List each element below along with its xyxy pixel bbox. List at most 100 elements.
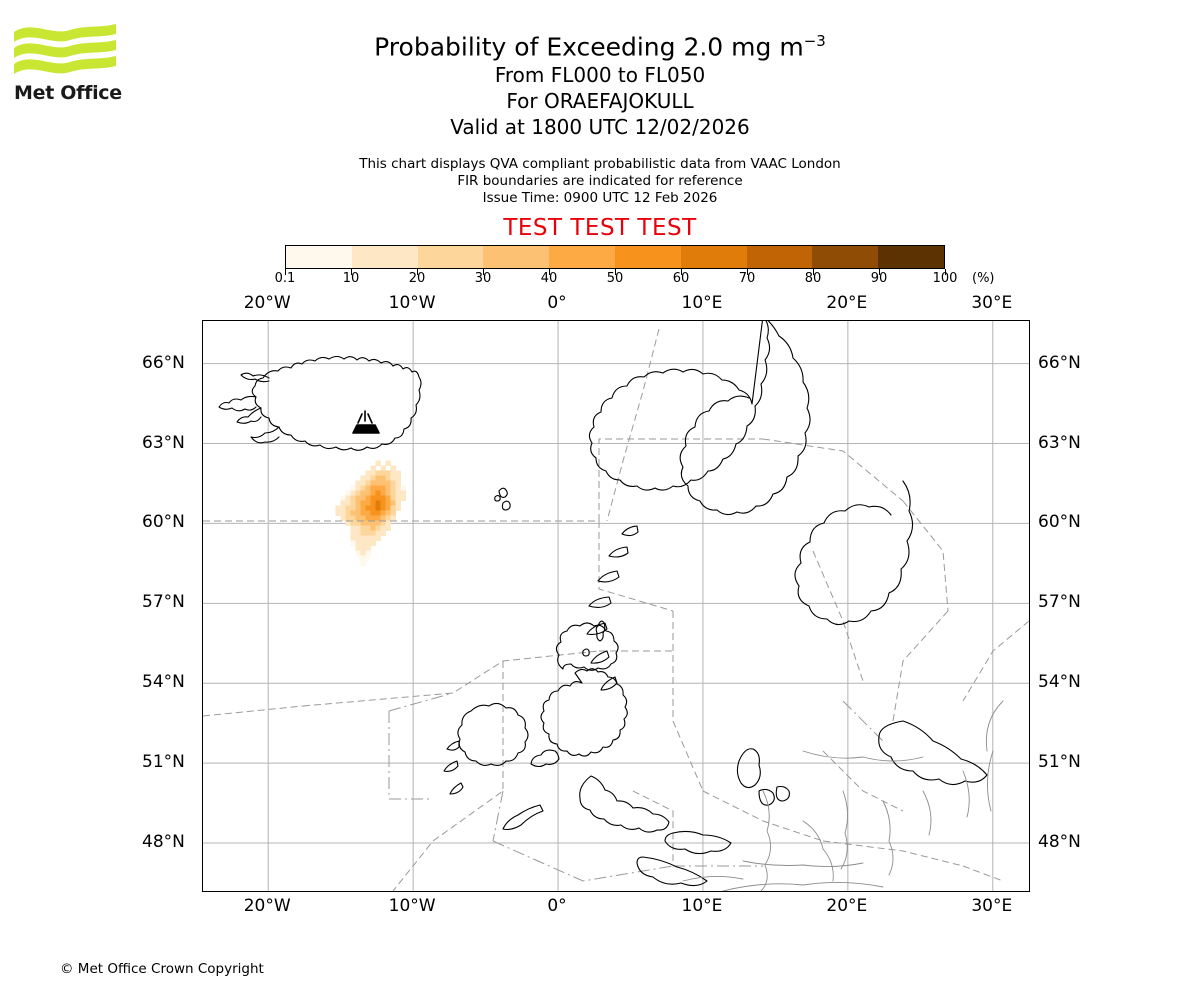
colorbar-tick-label-4: 40 bbox=[540, 271, 558, 286]
plume-cell bbox=[380, 495, 387, 502]
plume-cell bbox=[345, 500, 352, 507]
plume-cell bbox=[380, 520, 387, 527]
plume-cell bbox=[370, 530, 377, 537]
plume-cell bbox=[358, 555, 365, 562]
plume-cell bbox=[380, 470, 387, 477]
volcano-name-line: For ORAEFAJOKULL bbox=[506, 89, 694, 114]
plume-cell bbox=[355, 490, 362, 497]
plume-cell bbox=[390, 475, 397, 482]
valid-time-line: Valid at 1800 UTC 12/02/2026 bbox=[450, 115, 750, 140]
plume-cell bbox=[360, 520, 367, 527]
lon-label-bottom-4: 20°E bbox=[826, 896, 868, 916]
colorbar-band-8 bbox=[812, 246, 879, 268]
colorbar-unit-label: (%) bbox=[972, 271, 995, 286]
plume-cell bbox=[335, 510, 342, 517]
plume-cell bbox=[375, 490, 382, 497]
plume-cell bbox=[395, 475, 402, 482]
plume-cell bbox=[370, 475, 377, 482]
plume-cell bbox=[395, 500, 402, 507]
colorbar-tick-label-5: 50 bbox=[606, 271, 624, 286]
plume-cell bbox=[365, 470, 372, 477]
main-title: Probability of Exceeding 2.0 mg m−3 bbox=[0, 26, 1200, 62]
plume-cell bbox=[375, 470, 382, 477]
plume-cell bbox=[345, 510, 352, 517]
lat-label-right-5: 51°N bbox=[1038, 752, 1081, 773]
plume-cell bbox=[350, 510, 357, 517]
plume-cell bbox=[360, 490, 367, 497]
plume-cell bbox=[365, 525, 372, 532]
plume-cell bbox=[365, 505, 372, 512]
colorbar-tick-label-8: 80 bbox=[804, 271, 822, 286]
plume-cell bbox=[400, 490, 407, 497]
lon-label-bottom-1: 10°W bbox=[388, 896, 436, 916]
plume-cell bbox=[360, 535, 367, 542]
plume-cell bbox=[365, 540, 372, 547]
plume-cell bbox=[370, 535, 377, 542]
plume-cell bbox=[375, 510, 382, 517]
plume-cell bbox=[375, 505, 382, 512]
plume-cell bbox=[365, 475, 372, 482]
plume-cell bbox=[370, 490, 377, 497]
plume-cell bbox=[385, 515, 392, 522]
colorbar-band-3 bbox=[483, 246, 550, 268]
colorbar-tick-label-2: 20 bbox=[408, 271, 426, 286]
plume-cell bbox=[380, 490, 387, 497]
plume-cell bbox=[385, 475, 392, 482]
plume-cell bbox=[365, 480, 372, 487]
colorbar-tick-labels: 0.1 10 20 30 40 50 60 70 80 90 100 bbox=[0, 271, 1200, 289]
plume-cell bbox=[395, 490, 402, 497]
colorbar-tick-5 bbox=[615, 269, 616, 275]
graticule-gridlines bbox=[203, 321, 1029, 891]
plume-cell bbox=[385, 505, 392, 512]
chart-title-block: Probability of Exceeding 2.0 mg m−3 From… bbox=[0, 26, 1200, 140]
plume-cell bbox=[380, 500, 387, 507]
lon-label-top-5: 30°E bbox=[971, 293, 1013, 313]
colorbar-tick-10 bbox=[945, 269, 946, 275]
plume-cell bbox=[365, 550, 372, 557]
map-panel[interactable] bbox=[202, 320, 1030, 892]
plume-cell bbox=[350, 490, 357, 497]
plume-cell bbox=[350, 535, 357, 542]
colorbar-tick-4 bbox=[549, 269, 550, 275]
plume-cell bbox=[355, 540, 362, 547]
plume-cell bbox=[355, 510, 362, 517]
plume-cell bbox=[390, 470, 397, 477]
plume-cell bbox=[390, 480, 397, 487]
colorbar-tick-0 bbox=[285, 269, 286, 275]
plume-cell bbox=[370, 510, 377, 517]
lon-label-bottom-2: 0° bbox=[547, 896, 567, 916]
plume-cell bbox=[375, 520, 382, 527]
colorbar-band-6 bbox=[680, 246, 747, 268]
plume-cell bbox=[360, 560, 367, 567]
plume-cell bbox=[350, 520, 357, 527]
test-banner: TEST TEST TEST bbox=[503, 215, 697, 241]
plume-cell bbox=[390, 505, 397, 512]
plume-cell bbox=[360, 540, 367, 547]
plume-cell bbox=[355, 530, 362, 537]
plume-cell bbox=[370, 485, 377, 492]
plume-cell bbox=[385, 490, 392, 497]
colorbar-tick-label-9: 90 bbox=[870, 271, 888, 286]
plume-cell bbox=[375, 530, 382, 537]
plume-cell bbox=[375, 515, 382, 522]
met-office-logo: Met Office bbox=[12, 22, 122, 112]
colorbar-tick-label-6: 60 bbox=[672, 271, 690, 286]
plume-cell bbox=[385, 480, 392, 487]
colorbar-tick-8 bbox=[813, 269, 814, 275]
lon-label-top-1: 10°W bbox=[388, 293, 436, 313]
plume-cell bbox=[350, 495, 357, 502]
plume-cell bbox=[360, 475, 367, 482]
plume-cell bbox=[365, 535, 372, 542]
plume-cell bbox=[360, 495, 367, 502]
plume-cell bbox=[365, 510, 372, 517]
plume-cell bbox=[385, 470, 392, 477]
plume-cell bbox=[400, 495, 407, 502]
colorbar-tick-6 bbox=[681, 269, 682, 275]
met-office-wordmark: Met Office bbox=[14, 82, 122, 104]
plume-cell bbox=[355, 535, 362, 542]
plume-cell bbox=[360, 515, 367, 522]
lon-label-bottom-3: 10°E bbox=[681, 896, 723, 916]
colorbar-ticks bbox=[285, 269, 946, 275]
plume-cell bbox=[395, 495, 402, 502]
volcano-symbol bbox=[352, 410, 380, 434]
